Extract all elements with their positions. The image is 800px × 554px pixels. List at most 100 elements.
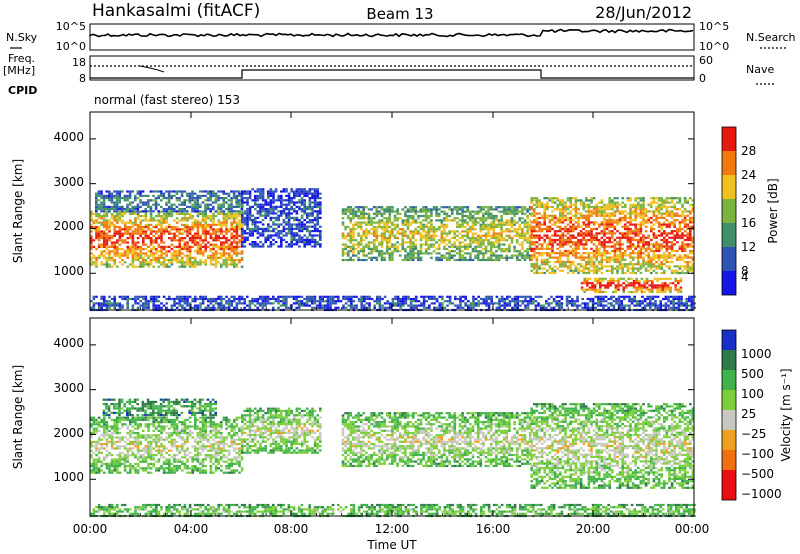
power-cell bbox=[587, 214, 591, 217]
power-cell bbox=[523, 232, 527, 235]
power-cell bbox=[678, 267, 682, 270]
power-cell bbox=[121, 306, 124, 309]
power-cell bbox=[186, 230, 189, 233]
power-cell bbox=[533, 241, 536, 244]
power-cell bbox=[642, 203, 645, 206]
power-cell bbox=[316, 234, 319, 237]
power-cell bbox=[209, 190, 212, 193]
power-cell bbox=[110, 197, 114, 200]
power-cell bbox=[139, 234, 142, 237]
power-cell bbox=[456, 208, 459, 211]
power-cell bbox=[316, 223, 319, 226]
power-cell bbox=[103, 302, 106, 305]
power-cell bbox=[450, 256, 454, 259]
power-cell bbox=[126, 245, 129, 248]
power-cell bbox=[144, 297, 148, 301]
power-cell bbox=[551, 252, 554, 255]
power-cell bbox=[233, 237, 236, 240]
power-cell bbox=[582, 221, 585, 224]
power-cell bbox=[147, 245, 150, 248]
power-cell bbox=[495, 217, 498, 220]
power-cell bbox=[95, 232, 98, 235]
power-cell bbox=[308, 219, 312, 222]
power-cell bbox=[282, 203, 286, 206]
power-cell bbox=[592, 238, 596, 242]
power-cell bbox=[606, 284, 610, 287]
power-cell bbox=[661, 288, 664, 291]
power-cell bbox=[569, 216, 572, 220]
power-cell bbox=[482, 243, 485, 246]
power-cell bbox=[579, 216, 583, 220]
power-cell bbox=[162, 194, 166, 197]
power-cell bbox=[370, 241, 373, 244]
power-cell bbox=[430, 225, 433, 229]
power-cell bbox=[175, 210, 179, 213]
power-cell bbox=[243, 216, 247, 219]
power-cell bbox=[673, 203, 676, 206]
power-cell bbox=[344, 234, 347, 237]
power-cell bbox=[306, 212, 309, 215]
power-cell bbox=[590, 247, 593, 250]
power-cell bbox=[105, 219, 109, 222]
power-cell bbox=[540, 271, 544, 275]
power-cell bbox=[658, 290, 662, 294]
power-cell bbox=[214, 261, 218, 264]
power-cell bbox=[233, 226, 236, 229]
power-cell bbox=[595, 256, 598, 259]
power-cell bbox=[367, 223, 371, 226]
power-cell bbox=[588, 277, 592, 280]
power-cell bbox=[538, 201, 541, 204]
power-cell bbox=[603, 219, 606, 222]
power-cell bbox=[437, 247, 441, 251]
power-cell bbox=[155, 248, 158, 251]
power-cell bbox=[404, 232, 407, 235]
power-cell bbox=[582, 234, 585, 237]
power-cell bbox=[559, 219, 562, 222]
power-cell bbox=[618, 232, 622, 235]
power-cell bbox=[583, 279, 586, 283]
power-cell bbox=[469, 258, 472, 262]
power-cell bbox=[535, 269, 539, 272]
power-cell bbox=[640, 290, 644, 294]
power-cell bbox=[287, 199, 291, 202]
power-cell bbox=[500, 232, 503, 235]
power-cell bbox=[440, 236, 444, 240]
power-cell bbox=[261, 203, 265, 206]
power-cell bbox=[458, 243, 462, 246]
power-cell bbox=[209, 259, 213, 262]
power-cell bbox=[432, 245, 436, 248]
power-cell bbox=[471, 223, 475, 226]
power-cell bbox=[580, 288, 584, 291]
power-cell bbox=[134, 221, 137, 224]
power-cell bbox=[267, 245, 270, 248]
power-cell bbox=[280, 201, 283, 204]
power-cell bbox=[448, 230, 451, 233]
power-cell bbox=[572, 197, 575, 200]
power-cell bbox=[689, 238, 692, 242]
power-cell bbox=[515, 258, 519, 262]
power-cell bbox=[435, 252, 438, 255]
power-cell bbox=[598, 252, 601, 255]
power-cell bbox=[670, 232, 674, 235]
power-cell bbox=[437, 208, 441, 211]
power-cell bbox=[613, 201, 617, 204]
power-cell bbox=[440, 256, 444, 259]
power-cell bbox=[212, 239, 215, 242]
power-cell bbox=[385, 247, 389, 251]
power-cell bbox=[152, 190, 155, 193]
power-cell bbox=[214, 256, 218, 259]
power-cell bbox=[280, 203, 283, 206]
power-cell bbox=[540, 230, 544, 233]
power-cell bbox=[572, 260, 575, 264]
power-cell bbox=[277, 225, 280, 228]
power-cell bbox=[295, 223, 299, 226]
power-cell bbox=[227, 230, 231, 233]
power-cell bbox=[264, 201, 267, 204]
power-cell bbox=[518, 254, 522, 257]
power-cell bbox=[639, 245, 643, 248]
power-cell bbox=[126, 306, 129, 309]
power-cell bbox=[515, 212, 519, 215]
power-cell bbox=[354, 221, 358, 224]
noise-left-label: N.Sky bbox=[6, 31, 38, 44]
power-cell bbox=[352, 247, 355, 251]
